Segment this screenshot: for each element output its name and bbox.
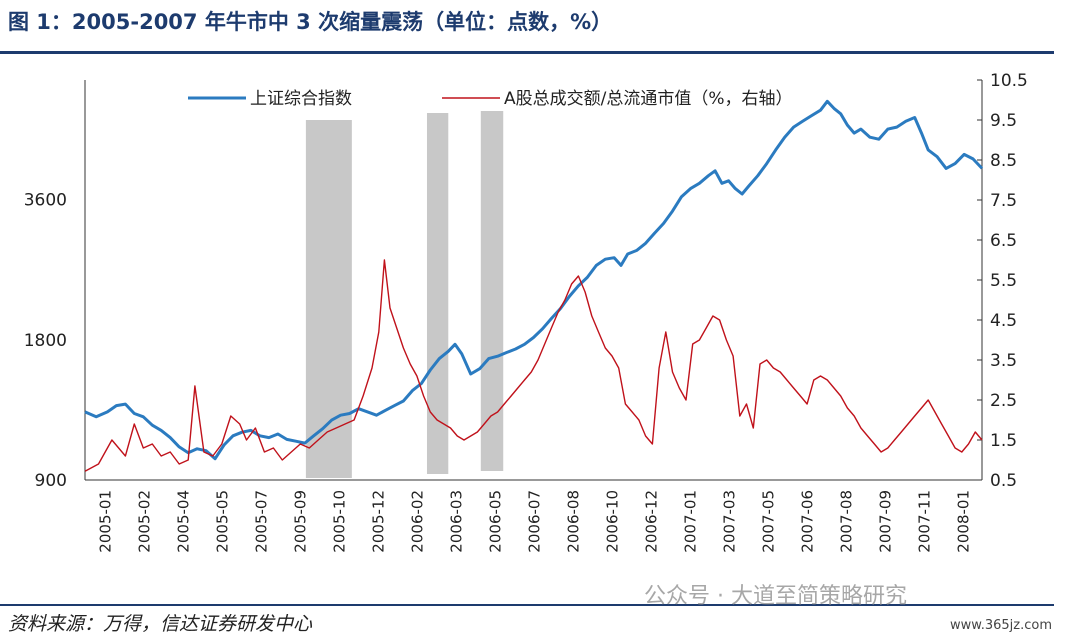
x-tick-label: 2005-10 [331, 490, 349, 553]
y-right-tick-label: 6.5 [990, 231, 1017, 251]
x-tick-label: 2005-04 [175, 490, 193, 553]
x-tick-label: 2005-02 [136, 490, 154, 553]
x-tick-label: 2005-12 [370, 490, 388, 553]
series-line-index [84, 99, 984, 461]
x-tick-label: 2006-07 [526, 490, 544, 553]
x-tick-label: 2007-01 [682, 490, 700, 553]
series-line-turnover [84, 259, 983, 472]
watermark: 公众号 · 大道至简策略研究 [644, 584, 907, 609]
x-tick-label: 2006-08 [565, 490, 583, 553]
y-right-tick-label: 10.5 [990, 71, 1028, 91]
x-tick-label: 2007-06 [799, 490, 817, 553]
legend: 上证综合指数 A股总成交额/总流通市值（%，右轴） [188, 89, 793, 109]
x-tick-label: 2005-05 [214, 490, 232, 553]
y-right-tick-label: 1.5 [990, 431, 1017, 451]
x-tick-label: 2005-07 [253, 490, 271, 553]
shaded-periods [305, 111, 504, 478]
y-left-tick-label: 3600 [24, 191, 67, 211]
x-tick-label: 2007-08 [838, 490, 856, 553]
y-axis-right: 10.5 9.5 8.5 7.5 6.5 5.5 4.5 3.5 2.5 1.5 0.5 [977, 71, 1028, 491]
y-right-tick-label: 2.5 [990, 391, 1017, 411]
x-tick-label: 2008-01 [955, 490, 973, 553]
legend-label-2: A股总成交额/总流通市值（%，右轴） [504, 89, 793, 109]
chart: 3600 1800 900 10.5 9.5 8.5 7.5 6.5 5.5 4.5 3.5 2.5… [24, 71, 1028, 553]
x-tick-label: 2007-11 [916, 490, 934, 553]
x-tick-label: 2006-10 [604, 490, 622, 553]
y-right-tick-label: 3.5 [990, 351, 1017, 371]
x-tick-label: 2006-05 [487, 490, 505, 553]
source-note: 资料来源：万得，信达证券研发中心 [8, 613, 313, 635]
y-right-tick-label: 5.5 [990, 271, 1017, 291]
series-lines [84, 99, 984, 472]
x-tick-label: 2007-05 [760, 490, 778, 553]
x-tick-label: 2007-09 [877, 490, 895, 553]
x-tick-label: 2005-09 [292, 490, 310, 553]
y-right-tick-label: 0.5 [990, 471, 1017, 491]
shaded-period-3 [480, 111, 504, 471]
shaded-period-2 [426, 113, 449, 474]
y-right-tick-label: 9.5 [990, 111, 1017, 131]
y-axis-left: 3600 1800 900 [24, 80, 86, 491]
x-tick-label: 2007-03 [721, 490, 739, 553]
y-left-tick-label: 900 [35, 471, 67, 491]
legend-label-1: 上证综合指数 [250, 89, 352, 109]
y-left-tick-label: 1800 [24, 331, 67, 351]
y-right-tick-label: 4.5 [990, 311, 1017, 331]
chart-title: 图 1：2005-2007 年牛市中 3 次缩量震荡（单位：点数，%） [8, 10, 613, 34]
x-tick-label: 2005-01 [97, 490, 115, 553]
shaded-period-1 [305, 120, 352, 478]
x-axis: 2005-01 2005-02 2005-04 2005-05 2005-07 2005-… [85, 479, 982, 553]
site-watermark: www.365jz.com [950, 618, 1052, 633]
y-right-tick-label: 8.5 [990, 151, 1017, 171]
x-tick-label: 2006-03 [448, 490, 466, 553]
x-tick-label: 2006-02 [409, 490, 427, 553]
title-rule [0, 51, 1054, 54]
x-tick-label: 2006-12 [643, 490, 661, 553]
footer-rule [0, 604, 1054, 606]
y-right-tick-label: 7.5 [990, 191, 1017, 211]
